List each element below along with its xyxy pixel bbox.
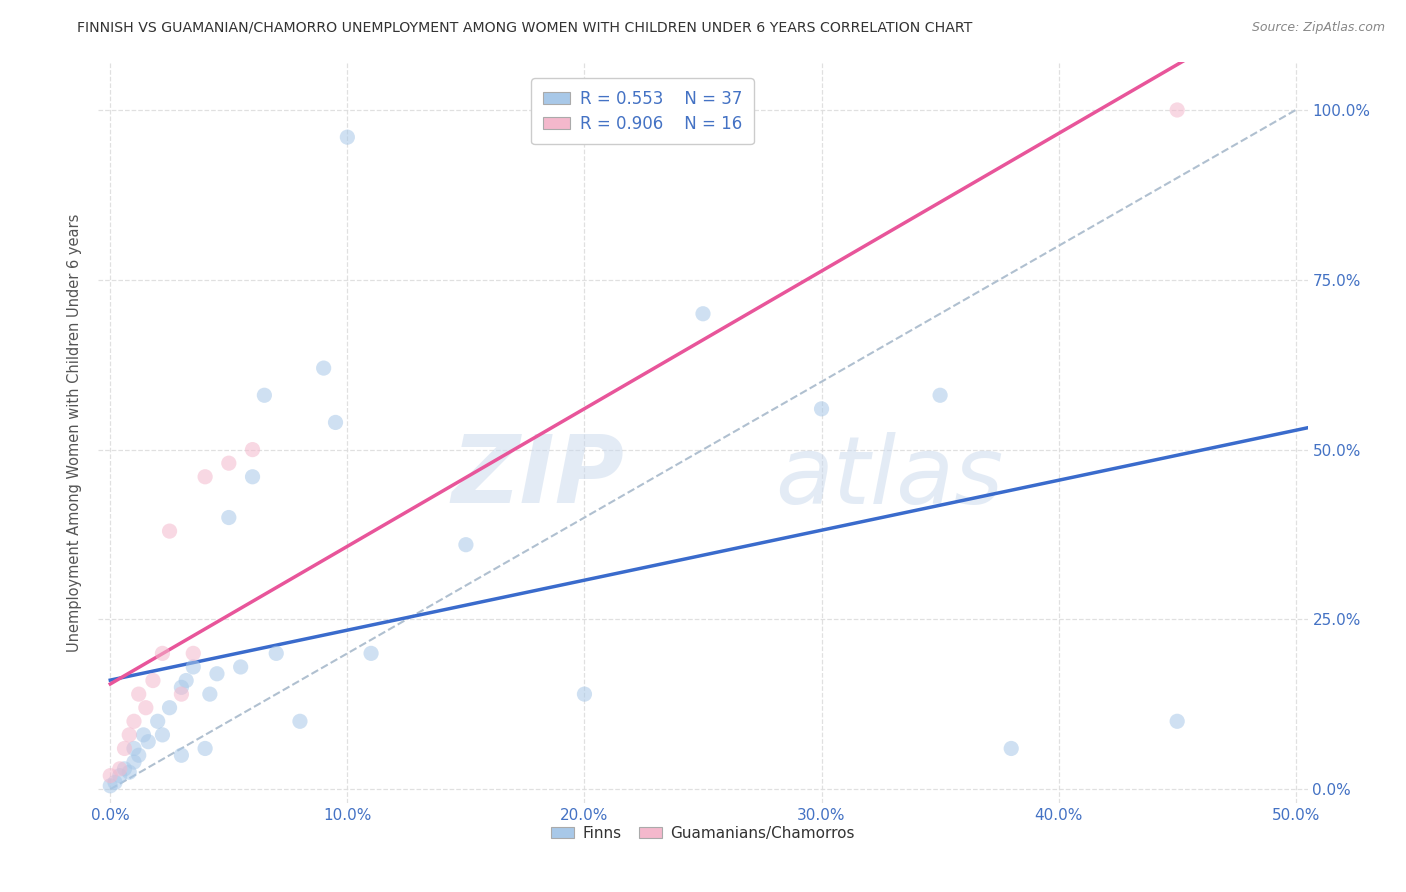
Point	[118, 765, 141, 780]
Point	[135, 700, 157, 714]
Point	[229, 660, 252, 674]
Point	[242, 442, 264, 457]
Point	[454, 538, 477, 552]
Point	[104, 775, 127, 789]
Point	[181, 660, 204, 674]
Point	[574, 687, 596, 701]
Point	[128, 748, 150, 763]
Point	[325, 416, 347, 430]
Point	[218, 510, 240, 524]
Point	[264, 646, 287, 660]
Point	[810, 401, 832, 416]
Point	[336, 130, 359, 145]
Point	[152, 646, 174, 660]
Point	[98, 779, 121, 793]
Point	[218, 456, 240, 470]
Text: ZIP: ZIP	[451, 431, 624, 523]
Point	[198, 687, 221, 701]
Point	[118, 728, 141, 742]
Point	[114, 762, 136, 776]
Point	[1166, 714, 1188, 729]
Point	[174, 673, 197, 688]
Point	[128, 687, 150, 701]
Point	[152, 728, 174, 742]
Y-axis label: Unemployment Among Women with Children Under 6 years: Unemployment Among Women with Children U…	[67, 213, 83, 652]
Point	[181, 646, 204, 660]
Point	[360, 646, 382, 660]
Point	[108, 769, 131, 783]
Point	[122, 741, 145, 756]
Point	[242, 469, 264, 483]
Point	[159, 524, 181, 538]
Text: Source: ZipAtlas.com: Source: ZipAtlas.com	[1251, 21, 1385, 34]
Point	[205, 666, 228, 681]
Point	[253, 388, 276, 402]
Legend: Finns, Guamanians/Chamorros: Finns, Guamanians/Chamorros	[546, 820, 860, 847]
Point	[122, 755, 145, 769]
Point	[170, 748, 193, 763]
Point	[146, 714, 169, 729]
Text: atlas: atlas	[776, 432, 1004, 523]
Point	[1000, 741, 1022, 756]
Point	[98, 769, 121, 783]
Point	[929, 388, 952, 402]
Point	[170, 681, 193, 695]
Point	[1166, 103, 1188, 117]
Point	[312, 361, 335, 376]
Point	[170, 687, 193, 701]
Point	[122, 714, 145, 729]
Point	[114, 741, 136, 756]
Point	[132, 728, 155, 742]
Point	[194, 741, 217, 756]
Text: FINNISH VS GUAMANIAN/CHAMORRO UNEMPLOYMENT AMONG WOMEN WITH CHILDREN UNDER 6 YEA: FINNISH VS GUAMANIAN/CHAMORRO UNEMPLOYME…	[77, 21, 973, 35]
Point	[692, 307, 714, 321]
Point	[108, 762, 131, 776]
Point	[159, 700, 181, 714]
Point	[136, 734, 159, 748]
Point	[194, 469, 217, 483]
Point	[142, 673, 165, 688]
Point	[288, 714, 311, 729]
